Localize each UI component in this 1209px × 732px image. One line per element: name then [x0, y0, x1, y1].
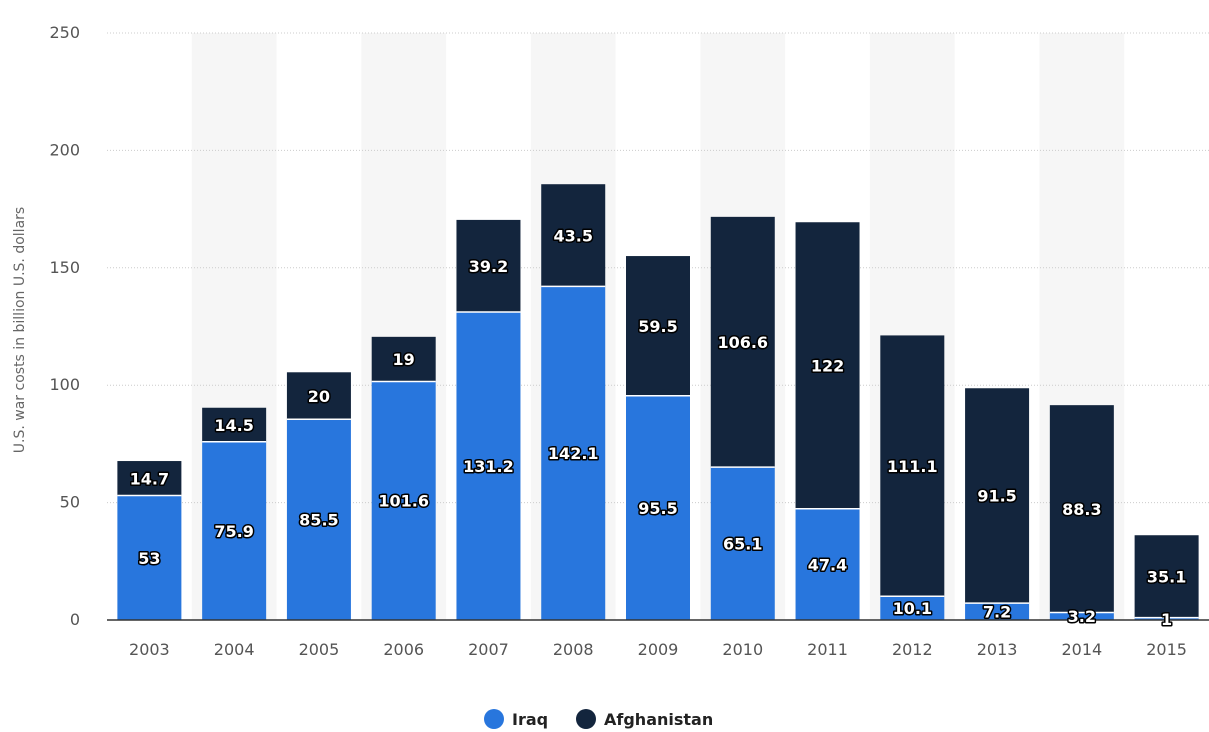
data-label-iraq: 142.1	[548, 444, 599, 463]
data-label-afghanistan: 14.7	[130, 469, 169, 488]
x-tick-label: 2010	[722, 640, 763, 659]
x-tick-label: 2009	[638, 640, 679, 659]
data-label-afghanistan: 88.3	[1062, 500, 1101, 519]
data-label-iraq: 65.1	[723, 535, 762, 554]
bar-afghanistan[interactable]	[1134, 535, 1199, 618]
x-tick-label: 2007	[468, 640, 509, 659]
legend-label-afghanistan[interactable]: Afghanistan	[604, 710, 713, 729]
legend: Iraq Afghanistan	[484, 709, 713, 729]
bar-afghanistan[interactable]	[202, 407, 267, 442]
data-label-iraq: 101.6	[378, 492, 429, 511]
data-label-afghanistan: 91.5	[977, 487, 1016, 506]
bar-iraq[interactable]	[626, 395, 690, 620]
bar-afghanistan[interactable]	[880, 335, 945, 597]
y-tick-label: 100	[49, 375, 80, 394]
bar-afghanistan[interactable]	[117, 461, 182, 496]
y-tick-label: 200	[49, 140, 80, 159]
x-tick-label: 2003	[129, 640, 170, 659]
data-label-iraq: 10.1	[893, 599, 932, 618]
x-tick-label: 2013	[977, 640, 1018, 659]
bar-iraq[interactable]	[1134, 617, 1199, 620]
data-label-afghanistan: 20	[308, 387, 330, 406]
bars	[117, 184, 1199, 620]
bar-iraq[interactable]	[965, 603, 1030, 620]
data-label-iraq: 85.5	[299, 511, 338, 530]
x-tick-label: 2004	[214, 640, 255, 659]
y-tick-label: 0	[70, 610, 80, 629]
x-axis-tick-labels: 2003 2004 2005 2006 2007 2008 2009 2010 2011 2012…	[129, 640, 1187, 659]
data-labels: 53 14.7 75.9 14.5 85.5 20 101.6 19 131.2 39.2 142.…	[128, 225, 1188, 631]
data-label-afghanistan: 14.5	[214, 416, 253, 435]
data-label-iraq: 47.4	[808, 555, 847, 574]
x-tick-label: 2014	[1061, 640, 1102, 659]
bar-iraq[interactable]	[117, 495, 182, 620]
bar-iraq[interactable]	[456, 311, 521, 620]
bar-iraq[interactable]	[541, 286, 606, 620]
data-label-iraq: 53	[138, 549, 160, 568]
legend-marker-iraq[interactable]	[484, 709, 504, 729]
x-tick-label: 2012	[892, 640, 933, 659]
data-label-iraq: 131.2	[463, 457, 514, 476]
bar-afghanistan[interactable]	[1049, 405, 1114, 613]
x-tick-label: 2008	[553, 640, 594, 659]
y-axis-tick-labels: 0 50 100 150 200 250	[49, 23, 80, 629]
bar-afghanistan[interactable]	[371, 336, 436, 382]
bar-afghanistan[interactable]	[965, 388, 1030, 604]
bar-iraq[interactable]	[795, 508, 860, 620]
bar-iraq[interactable]	[880, 596, 945, 620]
y-tick-label: 250	[49, 23, 80, 42]
data-label-iraq: 7.2	[983, 603, 1011, 622]
bar-iraq[interactable]	[202, 441, 267, 620]
bar-iraq[interactable]	[710, 467, 775, 620]
bar-afghanistan[interactable]	[626, 256, 690, 396]
bar-iraq[interactable]	[286, 419, 351, 620]
data-label-iraq: 75.9	[214, 522, 253, 541]
bar-iraq[interactable]	[371, 381, 436, 620]
bar-afghanistan[interactable]	[710, 216, 775, 468]
data-label-afghanistan: 122	[811, 356, 844, 375]
data-label-afghanistan: 43.5	[553, 226, 592, 245]
y-tick-label: 50	[60, 493, 80, 512]
bar-iraq[interactable]	[1049, 612, 1114, 620]
data-label-afghanistan: 106.6	[717, 333, 768, 352]
y-tick-label: 150	[49, 258, 80, 277]
legend-label-iraq[interactable]: Iraq	[512, 710, 548, 729]
data-label-iraq: 3.2	[1068, 607, 1096, 626]
data-label-iraq: 1	[1161, 610, 1172, 629]
x-tick-label: 2015	[1146, 640, 1187, 659]
data-label-afghanistan: 39.2	[469, 257, 508, 276]
data-label-afghanistan: 111.1	[887, 457, 938, 476]
x-tick-label: 2005	[299, 640, 340, 659]
x-tick-label: 2011	[807, 640, 848, 659]
data-label-afghanistan: 19	[393, 350, 415, 369]
data-label-afghanistan: 59.5	[638, 317, 677, 336]
data-label-afghanistan: 35.1	[1147, 567, 1186, 586]
data-label-iraq: 95.5	[638, 499, 677, 518]
bar-afghanistan[interactable]	[795, 222, 860, 509]
x-tick-label: 2006	[383, 640, 424, 659]
y-axis-title: U.S. war costs in billion U.S. dollars	[12, 207, 28, 453]
bar-afghanistan[interactable]	[456, 219, 521, 312]
bar-afghanistan[interactable]	[286, 372, 351, 420]
bar-afghanistan[interactable]	[541, 184, 606, 287]
legend-marker-afghanistan[interactable]	[576, 709, 596, 729]
